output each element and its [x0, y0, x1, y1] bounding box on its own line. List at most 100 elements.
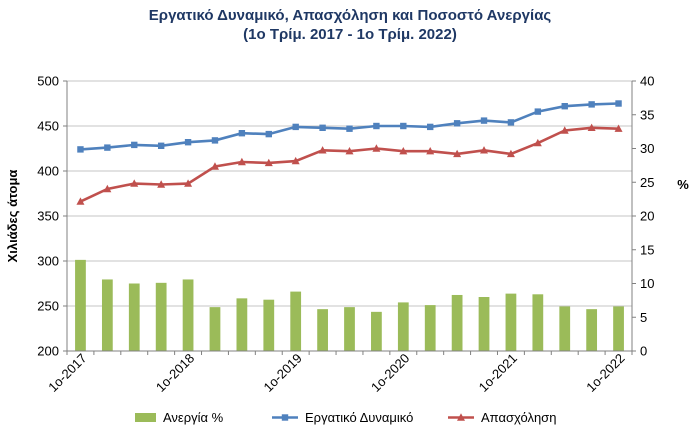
line-labor-force-point — [561, 103, 568, 110]
legend-employment-label: Απασχόληση — [481, 410, 556, 425]
y-left-tick-label: 450 — [37, 119, 59, 134]
y-right-tick-label: 20 — [640, 209, 654, 224]
line-labor-force-point — [400, 122, 407, 130]
legend-labor-force-marker — [281, 414, 289, 421]
line-employment-point — [210, 162, 219, 170]
line-employment-point — [157, 180, 166, 188]
gridlines — [67, 80, 632, 307]
x-tick-label: 1ο-2019 — [260, 351, 304, 395]
y-axis-right-title: % — [677, 177, 689, 192]
line-labor-force-point — [131, 141, 138, 149]
bar-unemployment — [344, 307, 355, 351]
line-labor-force-point — [104, 144, 111, 151]
y-right-tick-label: 15 — [640, 242, 654, 257]
line-employment-point — [560, 126, 569, 134]
chart-title-line1: Εργατικό Δυναμικό, Απασχόληση και Ποσοστ… — [149, 7, 552, 24]
bar-unemployment — [182, 279, 194, 351]
line-employment-point — [264, 158, 273, 167]
line-labor-force-point — [346, 125, 353, 132]
line-employment-point — [587, 123, 596, 131]
bar-unemployment — [586, 309, 598, 351]
bar-unemployment — [505, 293, 517, 351]
line-labor-force-point — [534, 108, 542, 115]
x-tick-label: 1ο-2020 — [368, 351, 412, 395]
line-employment-point — [237, 157, 246, 166]
x-tick-label: 1ο-2018 — [153, 351, 197, 395]
y-right-tick-label: 40 — [640, 74, 654, 89]
bar-unemployment — [478, 297, 490, 351]
chart-title-line2: (1ο Τρίμ. 2017 - 1ο Τρίμ. 2022) — [243, 26, 457, 43]
bar-unemployment — [128, 283, 140, 351]
y-left-tick-label: 200 — [37, 344, 59, 359]
bar-unemployment — [155, 282, 167, 351]
bar-unemployment — [75, 259, 86, 351]
line-employment-point — [533, 138, 542, 147]
bar-unemployment — [101, 279, 113, 351]
bar-unemployment — [559, 306, 571, 351]
y-right-tick-label: 30 — [640, 141, 654, 156]
bar-unemployment — [236, 298, 248, 351]
line-labor-force-point — [211, 137, 219, 144]
y-right-tick-label: 5 — [640, 310, 647, 325]
line-employment-point — [318, 146, 327, 154]
line-labor-force-point — [265, 130, 272, 138]
line-employment-point — [506, 149, 515, 158]
bar-unemployment — [532, 294, 544, 351]
line-labor-force-point — [238, 130, 246, 137]
x-tick-label: 1ο-2022 — [583, 351, 627, 395]
line-labor-force-point — [615, 100, 622, 107]
y-axis-left-title: Χιλιάδες άτομα — [5, 170, 20, 263]
line-labor-force-point — [588, 101, 595, 108]
line-employment-point — [426, 147, 435, 155]
y-right-tick-label: 25 — [640, 175, 654, 190]
bar-unemployment — [613, 306, 624, 351]
line-employment-point — [480, 146, 489, 154]
bar-unemployment — [397, 302, 409, 351]
line-labor-force-point — [480, 117, 488, 124]
y-left-tick-label: 400 — [37, 164, 59, 179]
bar-unemployment — [371, 311, 382, 351]
bar-unemployment — [290, 291, 302, 351]
bar-unemployment — [424, 305, 436, 351]
line-labor-force-point — [373, 122, 380, 130]
line-employment-point — [130, 179, 139, 187]
bar-unemployment — [451, 294, 463, 351]
legend: Ανεργία % Εργατικό Δυναμικό Απασχόληση — [135, 410, 556, 425]
line-employment-point — [184, 179, 193, 187]
line-employment-point — [103, 184, 112, 193]
bar-series — [75, 259, 624, 351]
line-employment-point — [399, 147, 408, 155]
y-left-tick-label: 300 — [37, 254, 59, 269]
line-labor-force-point — [507, 119, 515, 126]
line-labor-force-point — [427, 123, 434, 131]
y-right-tick-label: 10 — [640, 276, 654, 291]
line-employment-point — [291, 156, 300, 165]
line-employment-point — [372, 144, 381, 152]
line-employment-point — [614, 124, 623, 132]
bar-unemployment — [263, 299, 275, 351]
line-labor-force-point — [453, 120, 461, 127]
y-left-tick-label: 350 — [37, 209, 59, 224]
legend-unemployment-label: Ανεργία % — [163, 410, 224, 425]
line-employment — [79, 126, 619, 203]
legend-labor-force-label: Εργατικό Δυναμικό — [305, 410, 413, 425]
y-left-tick-label: 500 — [37, 74, 59, 89]
line-labor-force-point — [292, 123, 299, 131]
line-labor-force-point — [77, 146, 84, 153]
y-right-tick-label: 35 — [640, 107, 654, 122]
y-left-tick-label: 250 — [37, 299, 59, 314]
legend-employment-marker — [457, 413, 465, 421]
line-labor-force-point — [157, 142, 165, 149]
bar-unemployment — [209, 307, 221, 351]
line-employment-point — [76, 197, 85, 205]
y-right-tick-label: 0 — [640, 344, 647, 359]
legend-unemployment-swatch — [135, 413, 156, 422]
line-employment-point — [345, 147, 354, 155]
line-series — [76, 100, 623, 205]
bar-unemployment — [317, 309, 328, 351]
line-labor-force-point — [184, 139, 192, 146]
x-tick-label: 1ο-2021 — [476, 351, 520, 395]
line-labor-force-point — [319, 124, 326, 131]
